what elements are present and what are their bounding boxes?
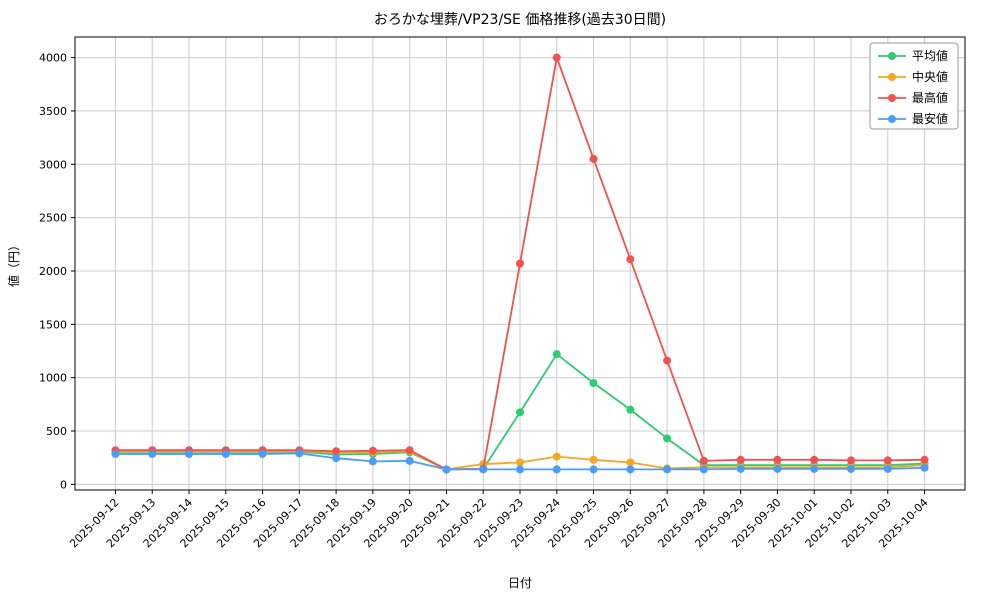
series-marker-2 <box>920 455 929 464</box>
series-marker-1 <box>589 455 598 464</box>
series-marker-2 <box>736 455 745 464</box>
y-tick-label: 1500 <box>39 318 67 331</box>
series-marker-1 <box>626 458 635 467</box>
chart-title: おろかな埋葬/VP23/SE 価格推移(過去30日間) <box>374 12 666 28</box>
series-marker-3 <box>883 464 892 473</box>
series-marker-3 <box>148 449 157 458</box>
series-marker-3 <box>516 465 524 474</box>
series-marker-3 <box>552 465 561 474</box>
series-marker-3 <box>479 465 488 474</box>
plot-area: 2025-09-122025-09-132025-09-142025-09-15… <box>39 36 966 550</box>
series-marker-0 <box>552 350 561 359</box>
series-marker-0 <box>626 405 635 414</box>
series-marker-1 <box>516 458 524 467</box>
series-marker-2 <box>332 447 341 456</box>
y-tick-label: 3000 <box>39 158 67 171</box>
y-tick-label: 4000 <box>39 52 67 65</box>
y-tick-label: 1000 <box>39 372 67 385</box>
legend-label: 中央値 <box>912 69 948 84</box>
series-marker-3 <box>185 449 194 458</box>
series-marker-3 <box>295 449 304 458</box>
legend-swatch-marker <box>888 52 896 60</box>
series-marker-2 <box>663 356 672 365</box>
legend-label: 平均値 <box>912 48 948 63</box>
series-marker-2 <box>883 456 892 465</box>
y-tick-label: 2000 <box>39 265 67 278</box>
series-marker-2 <box>552 53 561 62</box>
legend-box <box>869 42 959 130</box>
series-marker-3 <box>846 464 855 473</box>
series-marker-3 <box>111 449 120 458</box>
series-marker-2 <box>699 456 708 465</box>
series-marker-3 <box>663 465 672 474</box>
series-marker-0 <box>663 434 672 443</box>
series-marker-3 <box>442 465 451 474</box>
series-marker-3 <box>773 464 782 473</box>
series-marker-2 <box>368 446 377 455</box>
series-marker-2 <box>773 455 782 464</box>
y-tick-label: 500 <box>46 425 67 438</box>
series-marker-3 <box>920 463 929 472</box>
series-marker-3 <box>368 457 377 466</box>
series-marker-3 <box>699 465 708 474</box>
series-marker-3 <box>810 464 819 473</box>
series-marker-2 <box>405 446 414 455</box>
series-marker-0 <box>589 378 598 387</box>
series-marker-3 <box>332 454 341 463</box>
series-marker-0 <box>516 408 524 417</box>
series-marker-2 <box>516 259 524 268</box>
x-axis-label: 日付 <box>508 576 532 590</box>
series-marker-1 <box>552 452 561 461</box>
series-marker-3 <box>589 465 598 474</box>
y-tick-label: 2500 <box>39 212 67 225</box>
series-marker-3 <box>736 464 745 473</box>
legend-swatch-marker <box>888 115 896 123</box>
legend-swatch-marker <box>888 94 896 102</box>
series-marker-3 <box>405 456 414 465</box>
series-marker-2 <box>626 255 635 264</box>
legend-label: 最安値 <box>912 111 948 126</box>
series-marker-3 <box>626 465 635 474</box>
series-marker-2 <box>846 456 855 465</box>
series-marker-3 <box>258 449 267 458</box>
y-axis-label: 値（円） <box>6 239 21 287</box>
y-tick-label: 0 <box>60 478 67 491</box>
legend-swatch-marker <box>888 73 896 81</box>
series-marker-3 <box>221 449 230 458</box>
series-marker-2 <box>589 154 598 163</box>
y-tick-label: 3500 <box>39 105 67 118</box>
series-marker-2 <box>810 455 819 464</box>
legend-label: 最高値 <box>912 90 948 105</box>
